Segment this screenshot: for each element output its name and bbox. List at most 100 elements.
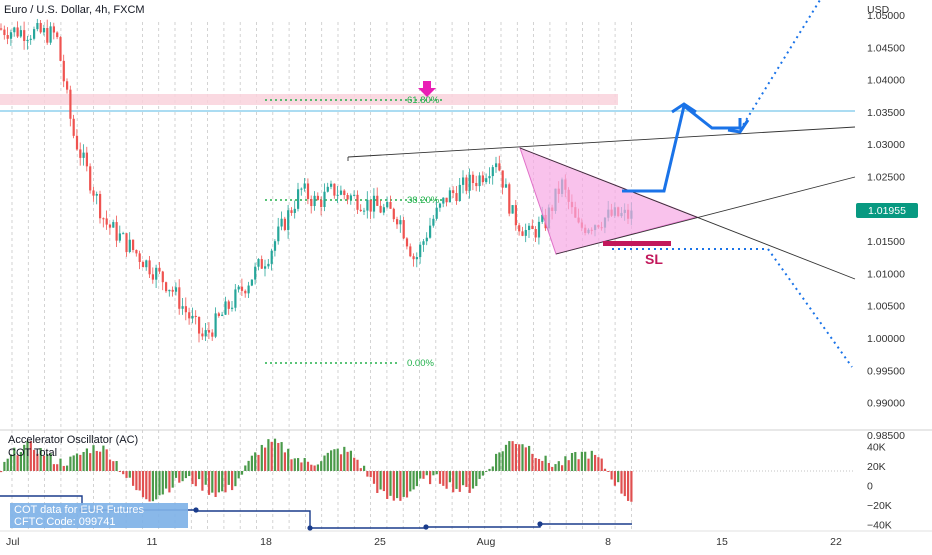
candle-body xyxy=(491,167,494,177)
stop-loss-bar[interactable] xyxy=(603,241,671,246)
candle-body xyxy=(42,28,46,33)
price-axis-label: 0.99500 xyxy=(867,365,905,377)
candle-body xyxy=(465,177,468,191)
ac-bar xyxy=(23,444,26,471)
projected-bear-dotted xyxy=(612,248,853,368)
candle-body xyxy=(231,307,234,309)
candle-body xyxy=(214,313,217,337)
candle-body xyxy=(455,193,458,202)
candle-body xyxy=(412,256,415,260)
price-axis-label: 1.05000 xyxy=(867,10,905,22)
symbol-title[interactable]: Euro / U.S. Dollar, 4h, FXCM xyxy=(4,4,145,16)
ac-bar xyxy=(600,458,603,471)
ac-bar xyxy=(613,471,616,486)
ac-bar xyxy=(250,455,253,471)
cot-info-box: COT data for EUR Futures CFTC Code: 0997… xyxy=(10,503,188,528)
candle-body xyxy=(422,241,425,245)
price-axis[interactable]: 1.05000 1.04500 1.04000 1.03500 1.03000 1.025… xyxy=(867,10,905,442)
time-axis[interactable]: Jul 11 18 25 Aug 8 15 22 xyxy=(6,536,842,548)
ac-bar xyxy=(399,471,402,501)
ac-bar xyxy=(247,460,250,471)
candle-body xyxy=(485,178,488,183)
ac-bar xyxy=(9,454,13,471)
price-axis-label: 1.00500 xyxy=(867,301,905,313)
candle-body xyxy=(72,118,75,136)
candle-body xyxy=(320,199,323,208)
candle-body xyxy=(79,149,82,158)
ac-bar xyxy=(349,450,352,471)
candle-body xyxy=(95,194,98,196)
candle-body xyxy=(237,286,240,290)
ac-bar xyxy=(52,464,55,471)
ac-bar xyxy=(438,471,442,484)
ac-bar xyxy=(49,453,52,471)
candle-body xyxy=(366,199,369,211)
candle-body xyxy=(247,285,250,294)
ac-bar xyxy=(445,471,448,489)
price-axis-label: 1.00000 xyxy=(867,333,905,345)
candle-body xyxy=(240,286,244,291)
price-axis-label: 1.01500 xyxy=(867,236,905,248)
ac-bar xyxy=(151,471,154,502)
projected-bullish-path[interactable] xyxy=(622,103,742,193)
ac-bar xyxy=(122,471,125,475)
candle-body xyxy=(6,35,9,39)
ac-bar xyxy=(188,471,191,477)
upper-trendline[interactable] xyxy=(347,126,856,158)
candle-body xyxy=(514,205,517,226)
ac-bar xyxy=(491,466,494,471)
candle-body xyxy=(376,195,379,206)
candle-body xyxy=(537,221,541,238)
candle-body xyxy=(148,260,151,275)
candle-body xyxy=(23,30,26,42)
vertical-grid xyxy=(11,22,632,530)
candle-body xyxy=(405,238,409,247)
candle-body xyxy=(511,205,514,214)
ac-bar xyxy=(115,461,118,471)
last-price-badge: 1.01955 xyxy=(856,203,918,218)
ac-bar xyxy=(132,471,135,486)
candle-body xyxy=(442,197,445,204)
ac-bar xyxy=(468,471,471,493)
ac-bar xyxy=(514,443,517,471)
cot-title[interactable]: COT Total xyxy=(8,447,57,459)
candle-body xyxy=(313,195,316,207)
pink-down-arrow-icon[interactable] xyxy=(418,81,436,97)
ac-bar xyxy=(254,452,257,471)
ac-bar xyxy=(201,471,204,491)
candle-body xyxy=(178,287,181,309)
candle-body xyxy=(260,259,263,269)
fib-label-0: 0.00% xyxy=(407,358,434,369)
ac-bar xyxy=(207,471,211,495)
ac-bar xyxy=(221,471,224,492)
ac-bar xyxy=(577,459,580,471)
ac-bar xyxy=(174,471,178,478)
ac-bar xyxy=(171,471,174,488)
ac-bar xyxy=(128,471,131,478)
oscillator-axis[interactable]: 40K 20K 0 −20K −40K xyxy=(867,442,892,532)
candle-body xyxy=(33,29,36,39)
candle-body xyxy=(174,287,178,292)
projected-bull-dotted xyxy=(739,0,821,131)
ac-bar xyxy=(405,471,409,498)
ac-bar xyxy=(561,465,564,471)
oscillator-title[interactable]: Accelerator Oscillator (AC) xyxy=(8,434,138,446)
triangle-upper-trendline[interactable] xyxy=(519,147,856,280)
oscillator-axis-label: 0 xyxy=(867,481,873,493)
price-axis-label: 1.04500 xyxy=(867,42,905,54)
ac-bar xyxy=(359,468,362,471)
candle-body xyxy=(336,194,339,196)
candle-body xyxy=(161,271,164,283)
candle-body xyxy=(323,191,326,208)
ac-bar xyxy=(382,471,385,492)
ac-bar xyxy=(46,454,49,471)
candle-body xyxy=(409,246,412,257)
stop-loss-label: SL xyxy=(645,251,663,267)
candle-body xyxy=(125,233,128,252)
ac-bar xyxy=(442,471,445,486)
ac-bar xyxy=(293,458,296,471)
candle-body xyxy=(438,203,442,208)
ac-bar xyxy=(59,458,62,471)
